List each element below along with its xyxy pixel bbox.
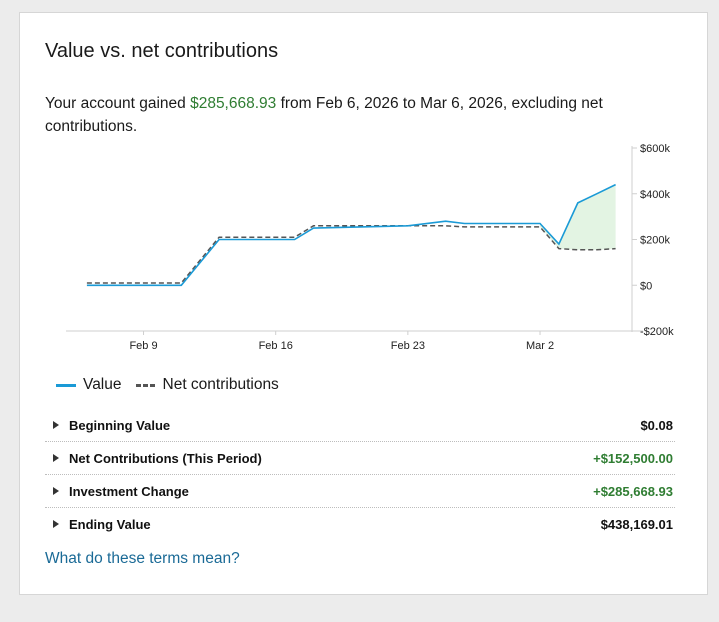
chart-legend: Value Net contributions (56, 376, 293, 394)
card-title: Value vs. net contributions (45, 40, 279, 62)
gain-amount: $285,668.93 (190, 95, 277, 112)
value-line-swatch (56, 383, 76, 387)
y-tick-label: $200k (640, 235, 670, 247)
y-tick-label: $400k (640, 189, 670, 201)
row-value: $0.08 (640, 417, 673, 433)
summary-prefix: Your account gained (45, 95, 191, 112)
row-ending-value[interactable]: Ending Value $438,169.01 (45, 508, 675, 540)
value-chart: $600k $400k $200k $0 -$200k Feb 9 Feb 16 Feb 23… (66, 143, 674, 352)
summary-suffix: from Feb 6, 2026 to Mar 6, 2026, excludi… (45, 95, 603, 135)
gain-area (540, 184, 616, 250)
gain-summary: Your account gained $285,668.93 from Feb… (45, 92, 665, 138)
value-vs-contributions-card: Value vs. net contributions Your account… (19, 12, 708, 595)
x-tick-label: Feb 23 (391, 340, 425, 352)
legend-value: Value (56, 376, 122, 394)
x-tick-label: Mar 2 (526, 340, 554, 352)
caret-right-icon (53, 520, 59, 528)
y-tick-label: $600k (640, 143, 670, 155)
net-contributions-line (86, 225, 616, 284)
caret-right-icon (53, 421, 59, 429)
contributions-line-swatch (135, 383, 156, 387)
caret-right-icon (53, 454, 59, 462)
row-label: Ending Value (69, 516, 151, 532)
x-tick-label: Feb 16 (259, 340, 293, 352)
value-line (86, 183, 616, 287)
row-net-contributions[interactable]: Net Contributions (This Period) +$152,50… (45, 442, 675, 475)
legend-contributions-label: Net contributions (162, 376, 279, 393)
row-label: Beginning Value (69, 417, 171, 433)
legend-value-label: Value (83, 376, 122, 393)
y-tick-label: $0 (640, 280, 652, 292)
terms-help-link[interactable]: What do these terms mean? (45, 550, 240, 567)
row-beginning-value[interactable]: Beginning Value $0.08 (45, 409, 675, 442)
legend-net-contributions: Net contributions (135, 376, 279, 394)
x-tick-label: Feb 9 (129, 340, 157, 352)
summary-rows: Beginning Value $0.08 Net Contributions … (45, 409, 675, 540)
caret-right-icon (53, 487, 59, 495)
row-value: +$285,668.93 (593, 483, 673, 499)
row-value: $438,169.01 (600, 516, 673, 532)
row-value: +$152,500.00 (593, 450, 673, 466)
row-label: Net Contributions (This Period) (69, 450, 262, 466)
row-investment-change[interactable]: Investment Change +$285,668.93 (45, 475, 675, 508)
y-tick-label: -$200k (640, 326, 674, 338)
row-label: Investment Change (69, 483, 189, 499)
